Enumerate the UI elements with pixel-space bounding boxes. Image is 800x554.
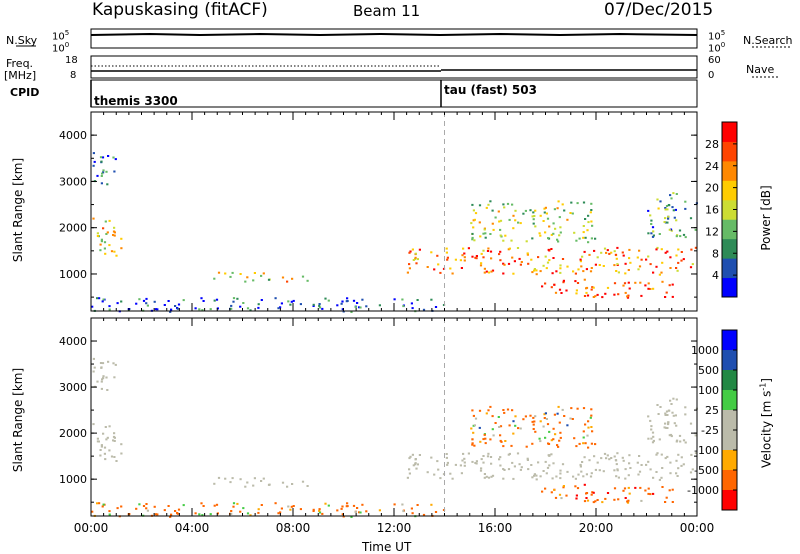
xlabel: Time UT: [362, 540, 412, 554]
velocity-cbar-swatch-7: [722, 470, 737, 491]
nsearch-tick-hi: 105: [708, 29, 726, 43]
y-tick-label-0-1: 2000: [59, 222, 87, 235]
x-tick-label-6: 00:00: [680, 521, 715, 535]
velocity-cbar-swatch-3: [722, 390, 737, 411]
y-tick-label-0-0: 1000: [59, 268, 87, 281]
freq-tick-hi: 18: [65, 55, 78, 66]
power-cbar-swatch-5: [722, 180, 737, 201]
freq-tick-lo: 8: [70, 70, 77, 81]
scatter-region-4: [406, 452, 697, 481]
velocity-cbar-tick-1: 500: [698, 364, 719, 377]
nsky-tick-lo: 100: [52, 41, 70, 55]
power-cbar-tick-6: 28: [705, 138, 719, 151]
panel-frame-0: [90, 111, 698, 312]
freq-unit-label: [MHz]: [4, 69, 37, 82]
scatter-region-2: [91, 297, 446, 313]
velocity-cbar-tick-7: -1000: [687, 484, 719, 497]
power-panel: 1000 2000 3000 4000: [59, 111, 698, 313]
power-cbar-tick-4: 20: [705, 182, 719, 195]
scatter-region-6: [647, 397, 698, 444]
cpid-label: CPID: [10, 86, 40, 99]
velocity-cbar-swatch-6: [722, 450, 737, 471]
date-title: 07/Dec/2015: [604, 0, 714, 20]
y-tick-label-1-3: 4000: [59, 335, 87, 348]
nsky-tick-hi: 105: [52, 29, 70, 43]
x-tick-label-4: 16:00: [478, 521, 513, 535]
scatter-region-5: [541, 483, 674, 504]
power-cbar-swatch-8: [722, 122, 737, 142]
velocity-panel: 1000 2000 3000 4000 00:00 04:00 08:00 12:00 16:0…: [59, 317, 715, 535]
freq-label: Freq.: [6, 57, 34, 70]
nave-tick-hi: 60: [708, 55, 721, 66]
velocity-cbar-tick-6: -500: [694, 464, 719, 477]
velocity-ylabel: Slant Range [km]: [11, 367, 25, 473]
power-cbar-label: Power [dB]: [759, 185, 773, 251]
velocity-cbar-swatch-5: [722, 430, 737, 451]
cpid-strip: [90, 79, 698, 108]
velocity-cbar-tick-3: 25: [705, 404, 719, 417]
power-ylabel: Slant Range [km]: [11, 157, 25, 263]
x-tick-label-1: 04:00: [175, 521, 210, 535]
y-tick-label-1-0: 1000: [59, 473, 87, 486]
nsky-trace: [90, 32, 698, 37]
velocity-cbar-tick-4: -25: [701, 424, 719, 437]
scatter-region-0: [92, 217, 123, 257]
velocity-cbar-swatch-2: [722, 370, 737, 391]
velocity-cbar-tick-5: -100: [694, 444, 719, 457]
velocity-cbar-swatch-1: [722, 350, 737, 371]
scatter-region-7: [470, 405, 597, 449]
nsearch-label: N.Search: [743, 34, 793, 47]
x-tick-label-3: 12:00: [377, 521, 412, 535]
scatter-region-4: [406, 246, 697, 276]
velocity-cbar-tick-0: 1000: [691, 344, 719, 357]
power-colorbar: 4 8 12 16 20 24 28: [705, 121, 738, 298]
freq-strip: [90, 55, 778, 79]
cpid-mode1: themis 3300: [94, 94, 178, 108]
nave-label: Nave: [746, 63, 775, 76]
x-tick-label-5: 20:00: [579, 521, 614, 535]
scatter-region-3: [213, 476, 309, 488]
nsky-label: N.Sky: [6, 34, 38, 47]
power-cbar-tick-1: 8: [712, 247, 719, 260]
nsky-strip: [16, 28, 790, 49]
scatter-region-1: [92, 152, 117, 186]
scatter-region-7: [470, 200, 597, 244]
nsearch-tick-lo: 100: [708, 41, 726, 55]
velocity-cbar-swatch-8: [722, 490, 737, 511]
power-cbar-tick-2: 12: [705, 225, 719, 238]
nave-tick-lo: 0: [708, 70, 715, 81]
y-tick-label-0-3: 4000: [59, 129, 87, 142]
x-tick-label-2: 08:00: [276, 521, 311, 535]
velocity-cbar-swatch-0: [722, 330, 737, 351]
velocity-cbar-label: Velocity [m s-1]: [758, 378, 774, 468]
power-cbar-swatch-3: [722, 219, 737, 240]
velocity-colorbar: 1000 500 100 25 -25 -100 -500 -1000: [687, 329, 738, 511]
y-tick-label-1-1: 2000: [59, 427, 87, 440]
cpid-mode2: tau (fast) 503: [444, 83, 537, 97]
scatter-region-5: [541, 278, 674, 299]
y-tick-label-0-2: 3000: [59, 175, 87, 188]
scatter-region-6: [647, 192, 698, 239]
power-cbar-swatch-7: [722, 141, 737, 162]
station-title: Kapuskasing (fitACF): [92, 0, 268, 20]
velocity-cbar-tick-2: 100: [698, 384, 719, 397]
power-cbar-swatch-0: [722, 277, 737, 298]
power-cbar-swatch-2: [722, 238, 737, 259]
power-cbar-swatch-4: [722, 199, 737, 220]
power-cbar-tick-0: 4: [712, 269, 719, 282]
scatter-region-3: [213, 271, 309, 283]
power-cbar-swatch-1: [722, 258, 737, 279]
y-tick-label-1-2: 3000: [59, 381, 87, 394]
scatter-region-0: [92, 423, 123, 462]
power-cbar-tick-5: 24: [705, 160, 719, 173]
power-cbar-swatch-6: [722, 160, 737, 181]
x-tick-label-0: 00:00: [74, 521, 109, 535]
panel-frame-1: [90, 317, 698, 517]
power-cbar-tick-3: 16: [705, 204, 719, 217]
beam-title: Beam 11: [353, 2, 421, 20]
velocity-cbar-swatch-4: [722, 410, 737, 431]
scatter-region-1: [92, 357, 117, 391]
